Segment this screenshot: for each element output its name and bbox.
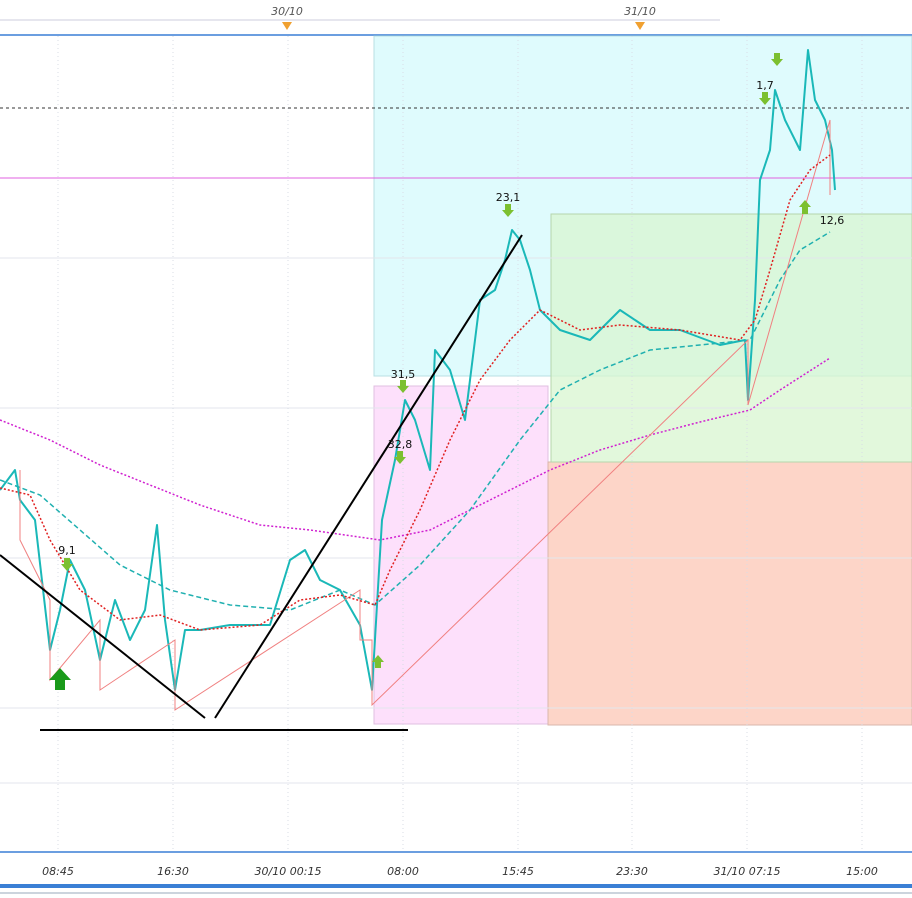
signal-label: 23,1 [496,191,521,204]
sell-arrow [397,380,409,393]
x-axis: 08:45 16:30 30/10 00:15 08:00 15:45 23:3… [42,865,878,878]
date-label: 30/10 [271,5,303,18]
signal-label: 9,1 [58,544,76,557]
sell-arrow [394,451,406,464]
signal-label: 32,8 [388,438,413,451]
moving-average [0,357,831,541]
zone-salmon [547,461,912,726]
x-tick-label: 08:00 [387,865,419,878]
scrollbar[interactable] [0,884,912,888]
buy-arrow [799,200,811,214]
sell-arrow [61,558,73,571]
x-tick-label: 15:45 [502,865,534,878]
sell-arrow [759,92,771,105]
date-marker [282,22,292,30]
buy-arrow [372,655,384,668]
date-strip [0,0,912,34]
moving-average [0,231,831,611]
date-label: 31/10 [624,5,656,18]
x-tick-label: 15:00 [846,865,878,878]
signal-label: 1,7 [756,79,774,92]
buy-arrow [49,668,71,690]
price-line [0,49,836,691]
x-tick-label: 16:30 [157,865,189,878]
grid [0,36,912,850]
x-tick-label: 08:45 [42,865,74,878]
sell-arrow [502,204,514,217]
price-wicks [19,119,831,711]
signal-label: 31,5 [391,368,416,381]
trend-line [0,554,206,719]
date-marker [635,22,645,30]
trend-line [214,234,523,719]
x-tick-label: 31/10 07:15 [714,865,781,878]
sell-arrow [771,53,783,66]
x-tick-label: 23:30 [616,865,648,878]
signal-label: 12,6 [820,214,845,227]
x-tick-label: 30/10 00:15 [255,865,322,878]
